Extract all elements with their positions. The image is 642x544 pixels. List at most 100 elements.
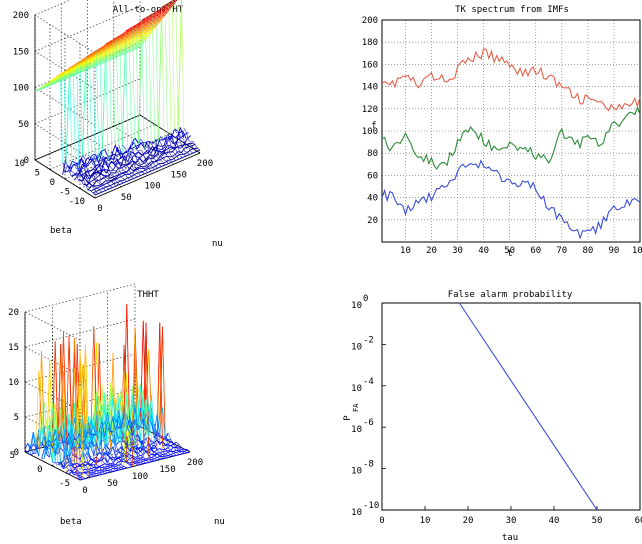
mesh-line (141, 462, 144, 463)
mesh-line (125, 166, 127, 167)
tick-label: 15 (8, 343, 19, 353)
mesh-line (198, 148, 200, 150)
mesh-line (141, 440, 144, 441)
mesh-line (130, 168, 134, 171)
mesh-line (137, 176, 141, 178)
mesh-line (99, 473, 102, 474)
mesh-line (121, 465, 124, 467)
chart-title: False alarm probability (448, 290, 573, 300)
tick-label: 5 (14, 413, 19, 423)
mesh-line (94, 470, 97, 471)
mesh-line (156, 12, 158, 143)
mesh-line (184, 153, 188, 155)
tick-label: 20 (426, 246, 437, 256)
mesh-line (94, 474, 97, 476)
mesh-line (138, 456, 141, 458)
mesh-line (110, 470, 113, 471)
mesh-line (110, 465, 113, 466)
mesh-line (174, 453, 177, 455)
mesh-line (171, 455, 174, 456)
mesh-line (172, 1, 174, 130)
tick-label: 100 (632, 246, 642, 256)
mesh-line (130, 152, 132, 153)
tick-label: 0 (379, 516, 384, 526)
mesh-line (182, 0, 184, 128)
mesh-line (99, 471, 102, 472)
mesh-line (103, 188, 105, 191)
mesh-line (66, 467, 69, 470)
mesh-line (152, 456, 155, 458)
mesh-line (72, 172, 74, 174)
mesh-line (152, 458, 155, 459)
series-line (382, 49, 640, 111)
surface-plot (35, 0, 200, 195)
mesh-line (168, 452, 171, 454)
mesh-line (91, 471, 94, 472)
mesh-line (113, 186, 117, 188)
mesh-line (188, 140, 190, 142)
tick-label: 100 (144, 182, 160, 192)
chart-title: THHT (137, 290, 159, 300)
mesh-line (135, 138, 139, 143)
tick-label: 80 (367, 149, 378, 159)
x-axis-label: t (507, 249, 512, 259)
mesh-line (123, 173, 125, 174)
y-axis-label: beta (50, 226, 72, 236)
tick-label: 10 (420, 516, 431, 526)
tick-label: 0 (82, 486, 87, 496)
tick-label: 200 (13, 11, 29, 21)
mesh-line (66, 68, 70, 157)
mesh-line (102, 191, 106, 193)
tick-label: 0 (50, 178, 55, 188)
mesh-line (128, 177, 132, 178)
mesh-line (176, 455, 179, 456)
mesh-line (157, 457, 160, 459)
mesh-line (110, 468, 113, 470)
mesh-line (148, 171, 152, 173)
mesh-line (190, 144, 192, 146)
mesh-line (93, 53, 95, 162)
mesh-line (141, 455, 144, 456)
mesh-line (157, 450, 160, 453)
mesh-line (187, 452, 190, 453)
tick-label-base: 10 (351, 425, 362, 435)
mesh-line (83, 57, 87, 156)
mesh-line (179, 454, 182, 455)
tick-label: 100 (13, 84, 29, 94)
mesh-line (141, 174, 145, 176)
mesh-line (149, 453, 152, 454)
tick-label: 50 (592, 516, 603, 526)
mesh-line (144, 163, 146, 165)
mesh-line (172, 161, 176, 163)
mesh-line (160, 160, 162, 162)
mesh-line (127, 180, 131, 182)
tick-label: 150 (171, 170, 187, 180)
mesh-line (102, 464, 105, 465)
tick-label: 70 (556, 246, 567, 256)
tick-label: 120 (362, 105, 378, 115)
mesh-line (145, 168, 149, 170)
mesh-line (176, 452, 179, 454)
series-line (459, 303, 597, 510)
tick-label: 30 (452, 246, 463, 256)
mesh-line (154, 452, 157, 453)
mesh-line (119, 468, 122, 469)
mesh-line (102, 470, 105, 471)
mesh-line (116, 452, 119, 456)
chart-title: TK spectrum from IMFs (455, 5, 569, 15)
mesh-line (155, 168, 159, 170)
mesh-line (141, 458, 144, 459)
mesh-line (42, 449, 45, 458)
mesh-line (94, 457, 97, 459)
mesh-line (136, 170, 138, 173)
tick-label: 20 (8, 308, 19, 318)
mesh-line (120, 183, 124, 185)
mesh-line (102, 181, 106, 184)
mesh-line (193, 152, 197, 154)
mesh-line (92, 176, 94, 180)
tick-label: -10 (69, 197, 85, 207)
mesh-line (65, 165, 67, 173)
mesh-line (124, 179, 126, 181)
mesh-line (25, 443, 28, 449)
